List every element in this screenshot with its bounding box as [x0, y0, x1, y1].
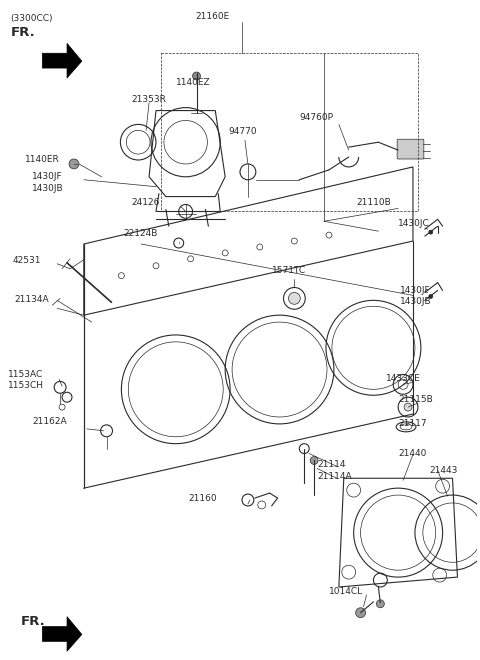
Text: 1430JB: 1430JB — [400, 298, 432, 306]
Text: 1433CE: 1433CE — [386, 374, 421, 383]
Circle shape — [69, 159, 79, 169]
Text: 21160E: 21160E — [195, 12, 230, 20]
Text: 94760P: 94760P — [300, 113, 333, 121]
Text: 1430JC: 1430JC — [398, 219, 430, 228]
Text: 21134A: 21134A — [14, 296, 49, 304]
Text: 1430JF: 1430JF — [33, 172, 63, 181]
Text: FR.: FR. — [21, 614, 45, 628]
Text: 1153AC: 1153AC — [8, 370, 43, 379]
Circle shape — [288, 292, 300, 304]
Polygon shape — [42, 44, 82, 78]
Text: 21115B: 21115B — [398, 395, 433, 404]
Text: 21353R: 21353R — [131, 95, 166, 104]
Circle shape — [192, 72, 201, 80]
Text: 21114A: 21114A — [317, 473, 352, 481]
Text: 21162A: 21162A — [33, 417, 67, 426]
Text: 22124B: 22124B — [123, 229, 158, 238]
Text: 42531: 42531 — [12, 256, 41, 265]
Text: 21440: 21440 — [398, 449, 427, 457]
Text: 1014CL: 1014CL — [329, 587, 363, 596]
Circle shape — [376, 600, 384, 608]
Text: 21443: 21443 — [430, 467, 458, 475]
Circle shape — [429, 294, 433, 298]
Text: (3300CC): (3300CC) — [11, 14, 53, 22]
Text: 1153CH: 1153CH — [8, 381, 44, 391]
Text: 1430JF: 1430JF — [400, 286, 431, 294]
Text: 21110B: 21110B — [357, 197, 391, 207]
Text: FR.: FR. — [11, 26, 36, 38]
Text: 1571TC: 1571TC — [272, 266, 306, 275]
Text: 1140EZ: 1140EZ — [176, 78, 210, 87]
Text: 21117: 21117 — [398, 419, 427, 428]
Polygon shape — [42, 616, 82, 651]
Text: 21160: 21160 — [189, 494, 217, 503]
Circle shape — [356, 608, 366, 618]
Text: 1140ER: 1140ER — [24, 155, 59, 164]
FancyBboxPatch shape — [397, 139, 424, 159]
Text: 1430JB: 1430JB — [33, 183, 64, 193]
Circle shape — [310, 457, 318, 465]
Text: 24126: 24126 — [131, 197, 160, 207]
Text: 94770: 94770 — [228, 127, 257, 137]
Circle shape — [404, 403, 412, 411]
Text: 21114: 21114 — [317, 461, 346, 469]
Circle shape — [429, 230, 433, 234]
